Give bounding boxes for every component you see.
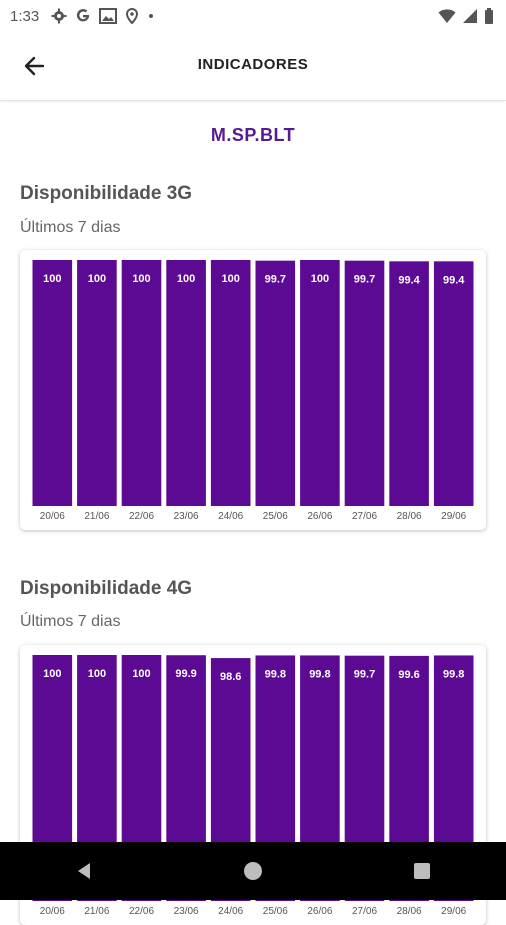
x-tick-label: 29/06 bbox=[441, 511, 466, 522]
x-tick-label: 26/06 bbox=[307, 906, 332, 917]
x-tick-label: 29/06 bbox=[441, 906, 466, 917]
nav-back-button[interactable] bbox=[64, 851, 104, 891]
bar-value-label: 100 bbox=[43, 668, 61, 680]
chart-3g: 100 20/06 100 21/06 100 22/06 100 23/06 100 24/06… bbox=[32, 260, 474, 522]
bar-value-label: 100 bbox=[177, 273, 195, 285]
nav-home-button[interactable] bbox=[233, 851, 273, 891]
x-tick-label: 25/06 bbox=[263, 906, 288, 917]
bar-value-label: 99.4 bbox=[443, 274, 465, 286]
google-g-icon bbox=[77, 9, 90, 22]
home-circle-icon bbox=[243, 862, 262, 880]
page-title: INDICADORES bbox=[197, 56, 309, 73]
gear-icon bbox=[51, 8, 67, 24]
x-tick-label: 20/06 bbox=[40, 906, 65, 917]
section-subtitle-4g: Últimos 7 dias bbox=[20, 613, 121, 630]
x-tick-label: 28/06 bbox=[397, 906, 422, 917]
x-tick-label: 26/06 bbox=[307, 511, 332, 522]
section-title-4g: Disponibilidade 4G bbox=[20, 578, 193, 599]
image-icon bbox=[99, 8, 118, 24]
bar-21-06 bbox=[77, 260, 117, 506]
bar-value-label: 99.8 bbox=[265, 668, 286, 680]
bar-value-label: 99.7 bbox=[265, 274, 286, 286]
x-tick-label: 21/06 bbox=[84, 511, 109, 522]
bar-value-label: 99.6 bbox=[398, 669, 419, 681]
bar-value-label: 100 bbox=[88, 668, 106, 680]
bar-value-label: 100 bbox=[43, 273, 61, 285]
x-tick-label: 23/06 bbox=[174, 906, 199, 917]
x-tick-label: 28/06 bbox=[397, 511, 422, 522]
site-name: M.SP.BLT bbox=[210, 125, 296, 145]
system-nav-bar bbox=[0, 842, 506, 900]
status-icons-left bbox=[51, 8, 155, 24]
wifi-icon bbox=[438, 9, 456, 23]
x-tick-label: 27/06 bbox=[352, 511, 377, 522]
bar-22-06 bbox=[121, 260, 162, 506]
status-bar: 1:33 bbox=[0, 0, 506, 32]
chart-card-3g: 100 20/06 100 21/06 100 22/06 100 23/06 100 24/06… bbox=[20, 250, 486, 530]
bar-29-06 bbox=[433, 261, 474, 506]
arrow-left-icon bbox=[24, 56, 45, 76]
location-pin-icon bbox=[126, 8, 139, 24]
x-tick-label: 22/06 bbox=[129, 511, 154, 522]
x-tick-label: 25/06 bbox=[263, 511, 288, 522]
x-tick-label: 20/06 bbox=[40, 511, 65, 522]
bar-value-label: 99.7 bbox=[354, 669, 375, 681]
bar-value-label: 100 bbox=[311, 273, 329, 285]
x-tick-label: 24/06 bbox=[218, 906, 243, 917]
x-tick-label: 24/06 bbox=[218, 511, 243, 522]
bar-26-06 bbox=[300, 260, 340, 506]
bar-28-06 bbox=[389, 261, 429, 506]
bar-20-06 bbox=[32, 260, 73, 506]
x-tick-label: 21/06 bbox=[84, 906, 109, 917]
bar-value-label: 100 bbox=[88, 273, 106, 285]
section-title-3g: Disponibilidade 3G bbox=[20, 183, 193, 204]
back-button[interactable] bbox=[18, 50, 50, 82]
status-icons-right bbox=[438, 8, 494, 24]
nav-recents-button[interactable] bbox=[402, 851, 442, 891]
bar-27-06 bbox=[344, 260, 385, 506]
back-triangle-icon bbox=[78, 863, 91, 879]
bar-value-label: 100 bbox=[132, 273, 150, 285]
bar-value-label: 99.7 bbox=[354, 274, 375, 286]
x-tick-label: 23/06 bbox=[174, 511, 199, 522]
bar-value-label: 100 bbox=[222, 273, 240, 285]
bar-value-label: 99.4 bbox=[398, 274, 420, 286]
x-tick-label: 27/06 bbox=[352, 906, 377, 917]
battery-icon bbox=[485, 8, 493, 24]
section-subtitle-3g: Últimos 7 dias bbox=[20, 219, 121, 236]
x-tick-label: 22/06 bbox=[129, 906, 154, 917]
bar-value-label: 99.9 bbox=[175, 668, 196, 680]
status-time: 1:33 bbox=[10, 7, 40, 25]
bar-23-06 bbox=[166, 260, 206, 506]
recents-square-icon bbox=[413, 863, 430, 879]
signal-icon bbox=[463, 9, 477, 23]
bar-value-label: 99.8 bbox=[309, 668, 330, 680]
bar-24-06 bbox=[210, 260, 251, 506]
bar-25-06 bbox=[255, 260, 296, 506]
bar-value-label: 100 bbox=[132, 668, 150, 680]
app-bar: INDICADORES bbox=[0, 32, 506, 101]
bar-value-label: 98.6 bbox=[220, 671, 241, 683]
bar-value-label: 99.8 bbox=[443, 668, 464, 680]
dot-icon bbox=[149, 14, 154, 18]
